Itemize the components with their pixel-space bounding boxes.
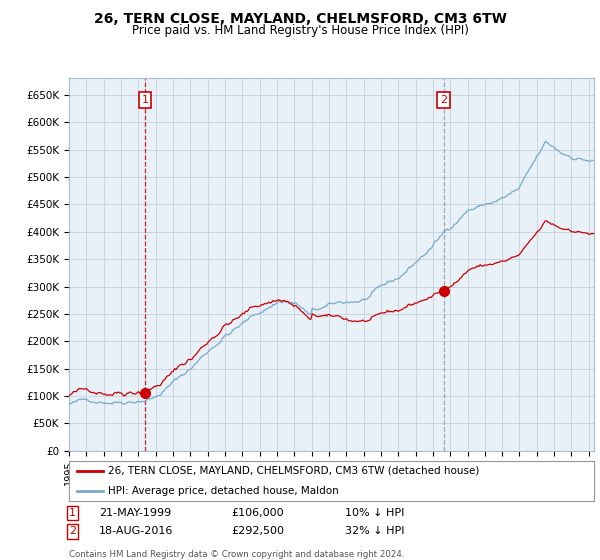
Text: 2: 2: [69, 526, 76, 536]
Text: Price paid vs. HM Land Registry's House Price Index (HPI): Price paid vs. HM Land Registry's House …: [131, 24, 469, 36]
Text: 10% ↓ HPI: 10% ↓ HPI: [345, 508, 404, 518]
Text: £106,000: £106,000: [231, 508, 284, 518]
Text: 32% ↓ HPI: 32% ↓ HPI: [345, 526, 404, 536]
Text: 26, TERN CLOSE, MAYLAND, CHELMSFORD, CM3 6TW: 26, TERN CLOSE, MAYLAND, CHELMSFORD, CM3…: [94, 12, 506, 26]
Text: 26, TERN CLOSE, MAYLAND, CHELMSFORD, CM3 6TW (detached house): 26, TERN CLOSE, MAYLAND, CHELMSFORD, CM3…: [109, 466, 480, 476]
Text: 2: 2: [440, 95, 448, 105]
Text: 21-MAY-1999: 21-MAY-1999: [99, 508, 171, 518]
Text: £292,500: £292,500: [231, 526, 284, 536]
Text: HPI: Average price, detached house, Maldon: HPI: Average price, detached house, Mald…: [109, 486, 339, 496]
Text: 1: 1: [142, 95, 148, 105]
Text: 1: 1: [69, 508, 76, 518]
Text: Contains HM Land Registry data © Crown copyright and database right 2024.
This d: Contains HM Land Registry data © Crown c…: [69, 550, 404, 560]
Text: 18-AUG-2016: 18-AUG-2016: [99, 526, 173, 536]
